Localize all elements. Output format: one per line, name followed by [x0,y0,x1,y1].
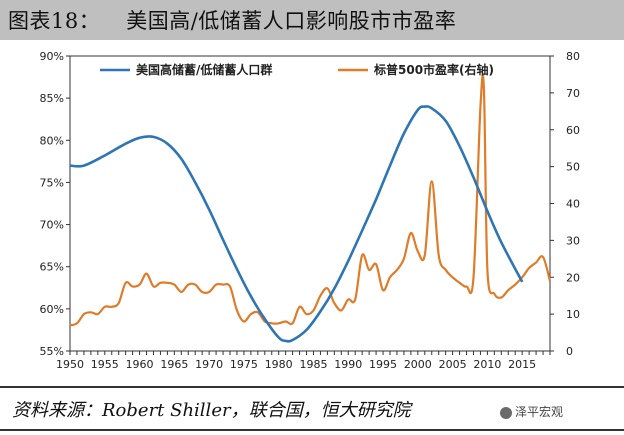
x-tick-label: 1995 [369,358,397,371]
y-left-tick-label: 65% [40,261,64,274]
y-left-tick-label: 60% [40,303,64,316]
y-right-tick-label: 50 [566,161,580,174]
legend-label-sp500-pe: 标普500市盈率(右轴) [373,62,494,77]
y-left-tick-label: 80% [40,134,64,147]
y-right-tick-label: 30 [566,234,580,247]
x-tick-label: 1980 [265,358,293,371]
series-saving-ratio-line [69,105,524,343]
x-tick-label: 1950 [56,358,84,371]
watermark-text: 泽平宏观 [515,405,564,419]
source-note: 资料来源：Robert Shiller，联合国，恒大研究院 [12,400,411,421]
title-band [0,0,624,40]
y-right-tick-label: 60 [566,124,580,137]
y-right-tick-label: 20 [566,271,580,284]
figure-label: 图表18： [8,9,101,33]
x-tick-label: 1975 [230,358,258,371]
y-left-tick-label: 75% [40,176,64,189]
x-tick-label: 1960 [126,358,154,371]
y-left-tick-label: 70% [40,219,64,232]
x-tick-label: 1965 [160,358,188,371]
series-sp500-pe-line [69,73,552,327]
y-right-tick-label: 10 [566,308,580,321]
figure-title: 美国高/低储蓄人口影响股市市盈率 [126,9,457,33]
x-tick-label: 1955 [91,358,119,371]
y-left-tick-label: 90% [40,50,64,63]
y-right-tick-label: 70 [566,87,580,100]
y-right-tick-label: 0 [566,345,573,358]
plot-frame [69,55,551,352]
y-left-tick-label: 55% [40,345,64,358]
x-tick-label: 1985 [299,358,327,371]
x-tick-label: 2000 [404,358,432,371]
x-tick-label: 1990 [334,358,362,371]
watermark: 泽平宏观 [500,403,563,420]
divider-bottom [0,429,624,431]
x-tick-label: 2005 [439,358,467,371]
line-chart: 55% 60% 65% 70% 75% 80% 85% 90% 0 10 20 30 40 50 60 70 8… [40,50,580,371]
x-tick-label: 1970 [195,358,223,371]
legend-label-saving-ratio: 美国高储蓄/低储蓄人口群 [136,62,272,77]
y-left-tick-label: 85% [40,92,64,105]
page-title: 图表18： 美国高/低储蓄人口影响股市市盈率 [8,5,456,35]
divider-top [0,386,624,388]
y-right-tick-label: 80 [566,50,580,63]
x-tick-label: 2015 [508,358,536,371]
y-right-tick-label: 40 [566,198,580,211]
wechat-icon [500,406,512,419]
x-tick-label: 2010 [473,358,501,371]
